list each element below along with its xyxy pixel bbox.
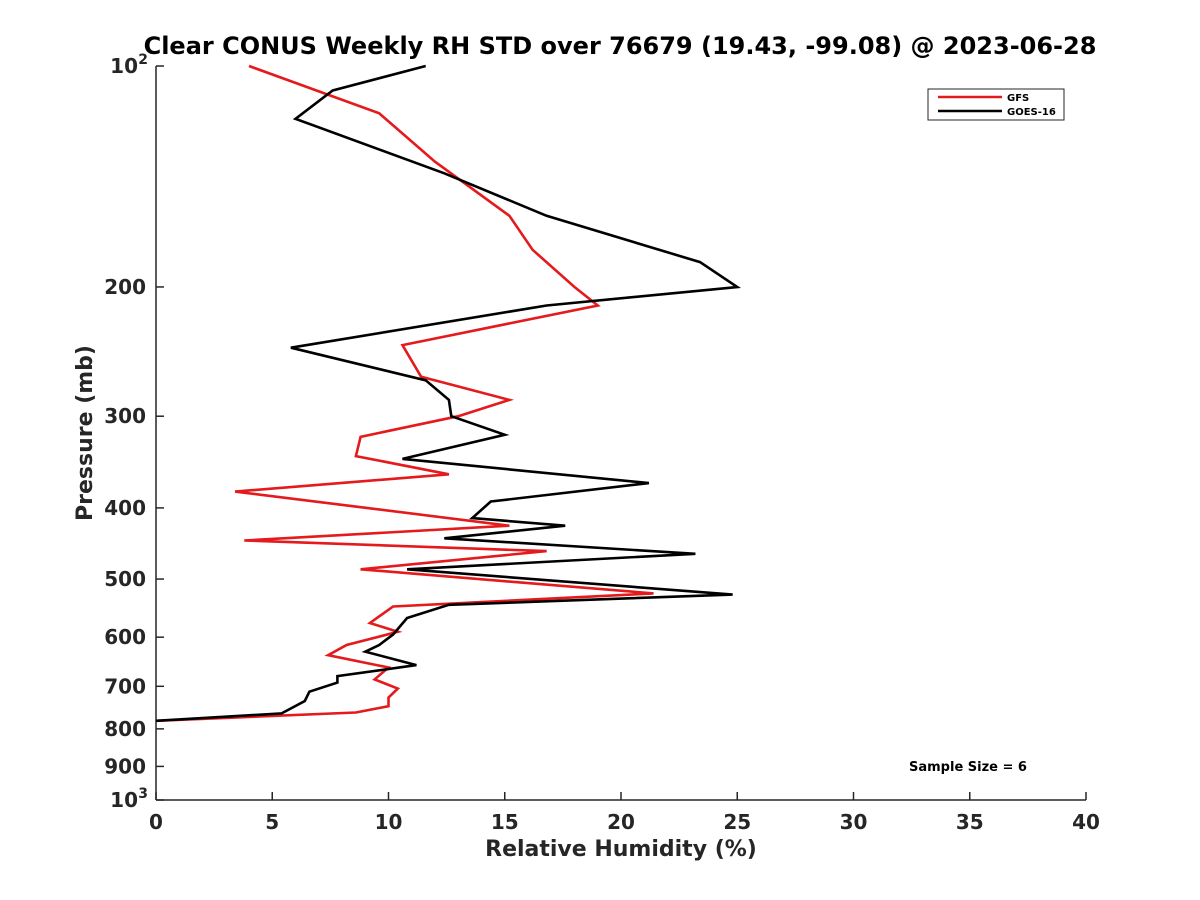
- y-tick-label: 10: [110, 54, 138, 78]
- x-tick-label: 15: [491, 810, 519, 834]
- chart-title: Clear CONUS Weekly RH STD over 76679 (19…: [144, 32, 1097, 60]
- y-tick-label: 300: [104, 404, 146, 428]
- y-tick-label: 700: [104, 674, 146, 698]
- y-tick-label: 900: [104, 754, 146, 778]
- sample-size-annotation: Sample Size = 6: [909, 760, 1027, 775]
- y-tick-exponent: 3: [138, 786, 148, 802]
- y-tick-label: 500: [104, 567, 146, 591]
- y-tick-label: 200: [104, 275, 146, 299]
- x-tick-label: 35: [956, 810, 984, 834]
- x-tick-label: 5: [265, 810, 279, 834]
- x-tick-label: 0: [149, 810, 163, 834]
- y-tick-label: 10: [110, 788, 138, 812]
- x-tick-label: 20: [607, 810, 635, 834]
- y-tick-exponent: 2: [138, 52, 148, 68]
- legend-label: GFS: [1007, 93, 1029, 104]
- plot-axes: [155, 66, 1086, 801]
- series-lines: [155, 64, 742, 723]
- x-axis-label: Relative Humidity (%): [485, 837, 757, 862]
- legend-label: GOES-16: [1007, 107, 1056, 118]
- series-line-gfs: [155, 64, 654, 723]
- y-axis-label: Pressure (mb): [73, 345, 98, 521]
- x-tick-label: 25: [723, 810, 751, 834]
- x-tick-label: 10: [375, 810, 403, 834]
- y-tick-label: 400: [104, 496, 146, 520]
- series-line-goes-16: [155, 64, 742, 723]
- y-tick-label: 600: [104, 625, 146, 649]
- legend: GFS GOES-16: [927, 88, 1065, 121]
- y-tick-label: 800: [104, 717, 146, 741]
- x-tick-label: 30: [840, 810, 868, 834]
- x-ticks: 0 5 10 15 20 25 30 35 40: [149, 792, 1100, 834]
- legend-box: [927, 88, 1065, 121]
- x-tick-label: 40: [1072, 810, 1100, 834]
